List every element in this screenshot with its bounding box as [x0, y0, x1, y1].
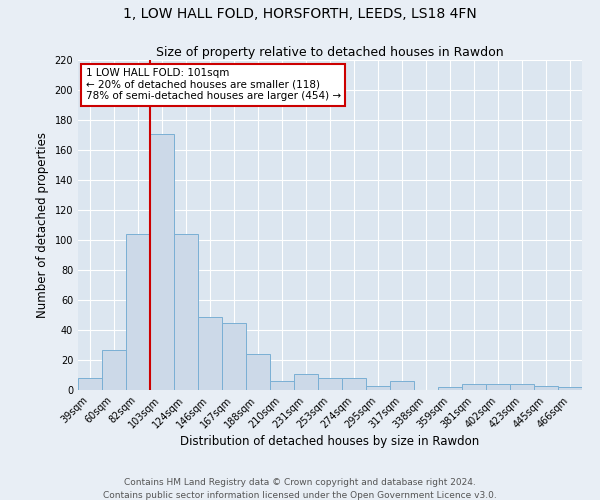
Bar — [198, 316, 222, 390]
Bar — [510, 384, 534, 390]
Text: 1, LOW HALL FOLD, HORSFORTH, LEEDS, LS18 4FN: 1, LOW HALL FOLD, HORSFORTH, LEEDS, LS18… — [123, 8, 477, 22]
Bar — [222, 322, 246, 390]
Text: 1 LOW HALL FOLD: 101sqm
← 20% of detached houses are smaller (118)
78% of semi-d: 1 LOW HALL FOLD: 101sqm ← 20% of detache… — [86, 68, 341, 102]
Bar — [366, 386, 390, 390]
Bar — [270, 381, 294, 390]
Bar — [534, 386, 558, 390]
Bar — [174, 234, 198, 390]
Bar — [126, 234, 150, 390]
Bar — [246, 354, 270, 390]
Bar — [78, 378, 102, 390]
Bar — [438, 387, 462, 390]
Bar — [390, 381, 414, 390]
Bar — [294, 374, 318, 390]
Title: Size of property relative to detached houses in Rawdon: Size of property relative to detached ho… — [156, 46, 504, 59]
Y-axis label: Number of detached properties: Number of detached properties — [36, 132, 49, 318]
Bar — [462, 384, 486, 390]
Bar — [558, 387, 582, 390]
Bar — [486, 384, 510, 390]
Bar — [102, 350, 126, 390]
Bar — [342, 378, 366, 390]
Bar — [150, 134, 174, 390]
Text: Contains HM Land Registry data © Crown copyright and database right 2024.
Contai: Contains HM Land Registry data © Crown c… — [103, 478, 497, 500]
X-axis label: Distribution of detached houses by size in Rawdon: Distribution of detached houses by size … — [181, 436, 479, 448]
Bar — [318, 378, 342, 390]
